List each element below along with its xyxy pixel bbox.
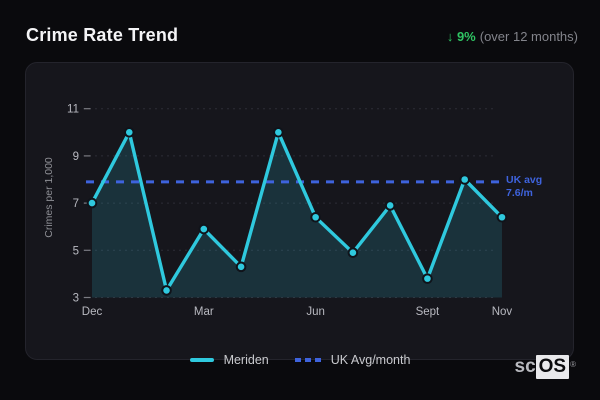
x-tick-label: Mar — [194, 306, 214, 318]
page-title: Crime Rate Trend — [26, 25, 179, 45]
chart-legend: Meriden UK Avg/month — [0, 353, 600, 367]
delta-caption: (over 12 months) — [479, 29, 578, 44]
x-tick-label: Dec — [82, 306, 103, 318]
solid-line-swatch-icon — [189, 358, 214, 362]
data-point[interactable] — [347, 247, 359, 258]
legend-label-meriden: Meriden — [223, 353, 269, 367]
x-tick-label: Nov — [492, 306, 513, 318]
logo-suffix: OS — [535, 355, 570, 379]
meriden-trend-line — [90, 130, 504, 293]
data-point[interactable] — [86, 197, 98, 209]
down-arrow-icon: ↓ — [446, 29, 454, 44]
data-point[interactable] — [422, 273, 433, 284]
data-point[interactable] — [198, 223, 210, 235]
y-axis-title: Crimes per 1,000 — [43, 157, 55, 238]
data-point[interactable] — [496, 211, 508, 223]
x-tick-label: Sept — [416, 306, 440, 318]
uk-avg-label-line1: UK avg — [506, 174, 542, 186]
data-point[interactable] — [310, 211, 321, 223]
y-tick-label: 5 — [73, 245, 79, 257]
y-tick-label: 11 — [67, 104, 79, 116]
logo-prefix: sc — [514, 356, 536, 377]
y-tick-label: 9 — [73, 151, 79, 163]
data-point[interactable] — [459, 174, 471, 185]
scos-logo: sc OS ® — [514, 355, 576, 379]
dashed-line-swatch-icon — [294, 358, 321, 362]
y-tick-label: 7 — [73, 198, 79, 210]
data-point[interactable] — [123, 127, 135, 138]
data-point[interactable] — [235, 261, 247, 273]
y-tick-label: 3 — [73, 293, 79, 305]
data-point[interactable] — [273, 127, 284, 138]
crime-trend-chart-card: 11 9 7 5 3 Crimes per 1,000 UK avg 7.6/m Dec Mar J… — [25, 62, 574, 360]
legend-item-uk-avg[interactable]: UK Avg/month — [294, 353, 411, 367]
x-tick-label: Jun — [306, 306, 325, 318]
registered-trademark-icon: ® — [570, 360, 576, 369]
legend-label-uk-avg: UK Avg/month — [330, 353, 411, 367]
data-point[interactable] — [384, 200, 396, 211]
area-fill — [92, 132, 502, 298]
trend-down-indicator: ↓ 9% — [447, 29, 476, 44]
delta-value: 9% — [456, 29, 476, 44]
trend-delta-badge: ↓ 9% (over 12 months) — [447, 29, 578, 44]
legend-item-meriden[interactable]: Meriden — [189, 353, 269, 367]
uk-avg-label-line2: 7.6/m — [506, 187, 533, 199]
data-point[interactable] — [161, 285, 172, 296]
